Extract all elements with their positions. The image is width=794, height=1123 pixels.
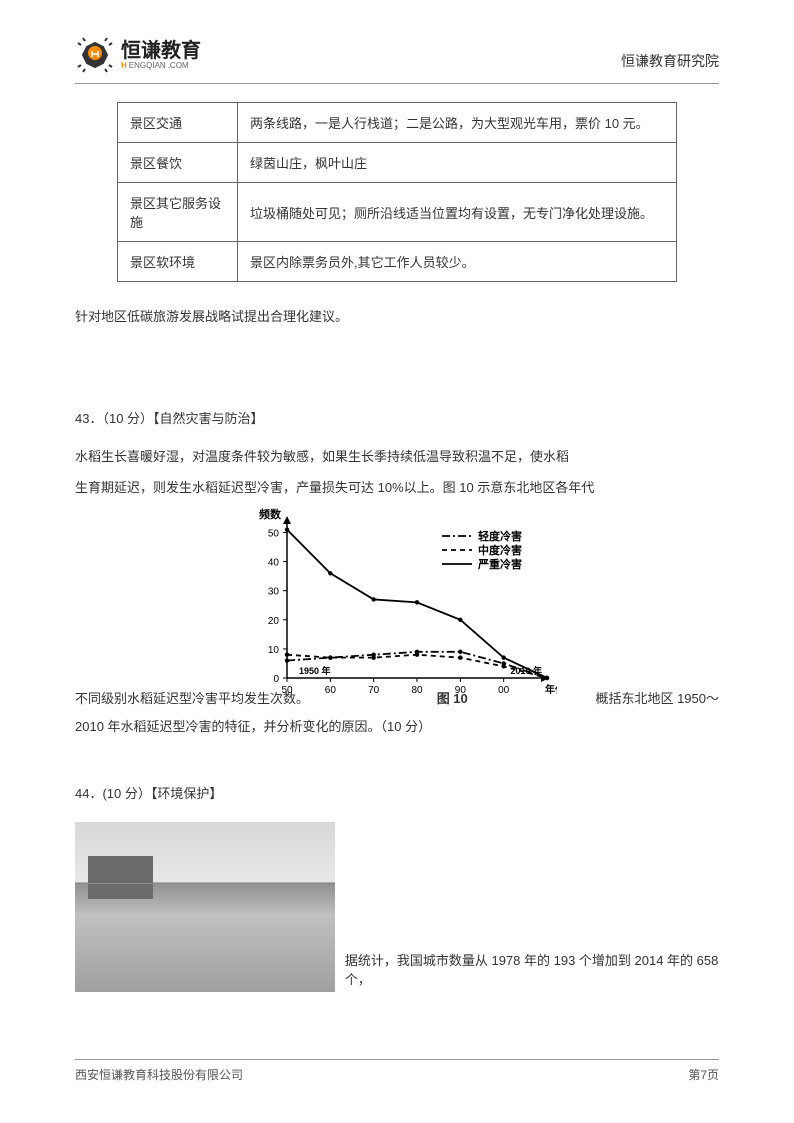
footer-divider bbox=[75, 1059, 719, 1060]
table-cell-value: 景区内除票务员外,其它工作人员较少。 bbox=[238, 242, 677, 282]
table-row: 景区其它服务设施垃圾桶随处可见；厕所沿线适当位置均有设置，无专门净化处理设施。 bbox=[118, 183, 677, 242]
table-row: 景区软环境景区内除票务员外,其它工作人员较少。 bbox=[118, 242, 677, 282]
svg-text:60: 60 bbox=[325, 685, 337, 696]
table-cell-value: 垃圾桶随处可见；厕所沿线适当位置均有设置，无专门净化处理设施。 bbox=[238, 183, 677, 242]
table-cell-label: 景区其它服务设施 bbox=[118, 183, 238, 242]
svg-text:严重冷害: 严重冷害 bbox=[477, 557, 522, 571]
header-divider bbox=[75, 83, 719, 84]
q44-content: 据统计，我国城市数量从 1978 年的 193 个增加到 2014 年的 658… bbox=[75, 822, 719, 992]
river-photo bbox=[75, 822, 335, 992]
footer-company: 西安恒谦教育科技股份有限公司 bbox=[75, 1066, 243, 1083]
suggestion-text: 针对地区低碳旅游发展战略试提出合理化建议。 bbox=[75, 307, 719, 328]
q43-p1: 水稻生长喜暖好湿，对温度条件较为敏感，如果生长季持续低温导致积温不足，使水稻 bbox=[75, 447, 719, 468]
table-cell-label: 景区餐饮 bbox=[118, 143, 238, 183]
q44-text: 据统计，我国城市数量从 1978 年的 193 个增加到 2014 年的 658… bbox=[345, 950, 719, 992]
q43-p2: 生育期延迟，则发生水稻延迟型冷害，产量损失可达 10%以上。图 10 示意东北地… bbox=[75, 478, 719, 499]
logo-text: 恒谦教育 HENGQIAN.COM bbox=[121, 40, 201, 71]
svg-text:20: 20 bbox=[268, 616, 280, 627]
table-row: 景区餐饮绿茵山庄，枫叶山庄 bbox=[118, 143, 677, 183]
table-cell-value: 两条线路，一是人行栈道；二是公路，为大型观光车用，票价 10 元。 bbox=[238, 103, 677, 143]
svg-text:中度冷害: 中度冷害 bbox=[478, 543, 522, 557]
logo-icon bbox=[75, 35, 115, 75]
svg-text:轻度冷害: 轻度冷害 bbox=[478, 529, 522, 543]
svg-text:50: 50 bbox=[268, 529, 280, 540]
svg-text:1950 年: 1950 年 bbox=[299, 665, 331, 676]
svg-text:70: 70 bbox=[368, 685, 380, 696]
svg-text:年代: 年代 bbox=[545, 683, 557, 696]
svg-text:90: 90 bbox=[455, 685, 467, 696]
table-cell-label: 景区软环境 bbox=[118, 242, 238, 282]
q43-p4: 2010 年水稻延迟型冷害的特征，并分析变化的原因。（10 分） bbox=[75, 717, 719, 738]
svg-text:30: 30 bbox=[268, 587, 280, 598]
svg-text:频数: 频数 bbox=[259, 508, 282, 521]
chart-figure-10: 01020304050频数5060708090001950 年2010 年年代轻… bbox=[237, 508, 557, 708]
page-header: 恒谦教育 HENGQIAN.COM 恒谦教育研究院 bbox=[75, 35, 719, 75]
table-row: 景区交通两条线路，一是人行栈道；二是公路，为大型观光车用，票价 10 元。 bbox=[118, 103, 677, 143]
q43-p3b: 概括东北地区 1950～ bbox=[595, 688, 719, 707]
logo: 恒谦教育 HENGQIAN.COM bbox=[75, 35, 201, 75]
table-cell-label: 景区交通 bbox=[118, 103, 238, 143]
svg-text:00: 00 bbox=[498, 685, 510, 696]
footer-page: 第7页 bbox=[688, 1066, 719, 1083]
logo-en: HENGQIAN.COM bbox=[121, 62, 201, 71]
q43-heading: 43．（10 分）【自然灾害与防治】 bbox=[75, 408, 719, 427]
svg-text:50: 50 bbox=[281, 685, 293, 696]
svg-text:80: 80 bbox=[411, 685, 423, 696]
logo-cn: 恒谦教育 bbox=[121, 40, 201, 62]
svg-text:40: 40 bbox=[268, 558, 280, 569]
header-institute: 恒谦教育研究院 bbox=[621, 51, 719, 71]
scenic-info-table: 景区交通两条线路，一是人行栈道；二是公路，为大型观光车用，票价 10 元。景区餐… bbox=[117, 102, 677, 282]
svg-text:10: 10 bbox=[268, 645, 280, 656]
table-cell-value: 绿茵山庄，枫叶山庄 bbox=[238, 143, 677, 183]
svg-text:0: 0 bbox=[273, 674, 279, 685]
q44-heading: 44．(10 分）【环境保护】 bbox=[75, 783, 719, 802]
page-footer: 西安恒谦教育科技股份有限公司 第7页 bbox=[75, 1059, 719, 1083]
